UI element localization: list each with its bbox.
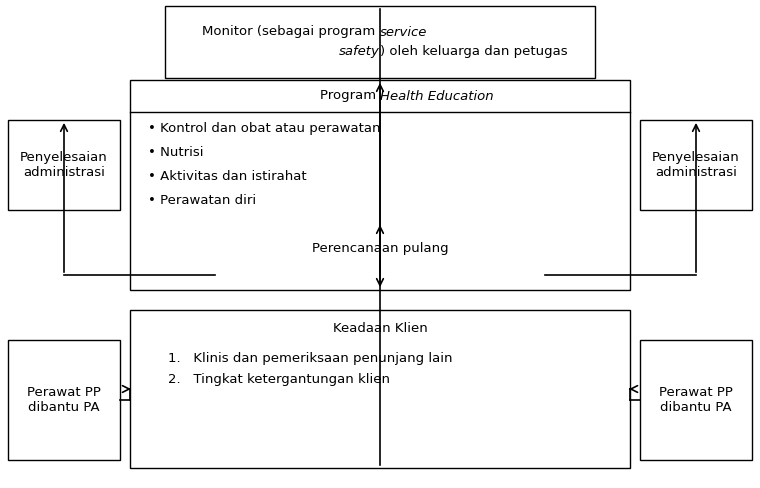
Text: Health Education: Health Education (380, 89, 494, 102)
Bar (130, 310, 630, 468)
Text: Monitor (sebagai program: Monitor (sebagai program (202, 25, 380, 39)
Bar (8, 120, 120, 210)
Text: Penyelesaian
administrasi: Penyelesaian administrasi (652, 151, 740, 179)
Text: Perawat PP
dibantu PA: Perawat PP dibantu PA (659, 386, 733, 414)
Text: safety: safety (339, 45, 380, 59)
Bar (8, 340, 120, 460)
Bar (130, 80, 630, 290)
Bar (215, 222, 545, 275)
Bar (640, 340, 752, 460)
Bar (165, 6, 595, 78)
Bar (640, 120, 752, 210)
Text: ) oleh keluarga dan petugas: ) oleh keluarga dan petugas (380, 45, 568, 59)
Text: Perencanaan pulang: Perencanaan pulang (312, 242, 448, 255)
Text: • Kontrol dan obat atau perawatan
• Nutrisi
• Aktivitas dan istirahat
• Perawata: • Kontrol dan obat atau perawatan • Nutr… (148, 122, 381, 207)
Text: Perawat PP
dibantu PA: Perawat PP dibantu PA (27, 386, 101, 414)
Text: service: service (380, 25, 427, 39)
Text: Keadaan Klien: Keadaan Klien (333, 322, 427, 334)
Text: Penyelesaian
administrasi: Penyelesaian administrasi (20, 151, 108, 179)
Text: 1.   Klinis dan pemeriksaan penunjang lain
2.   Tingkat ketergantungan klien: 1. Klinis dan pemeriksaan penunjang lain… (168, 352, 452, 386)
Text: Program: Program (320, 89, 380, 102)
